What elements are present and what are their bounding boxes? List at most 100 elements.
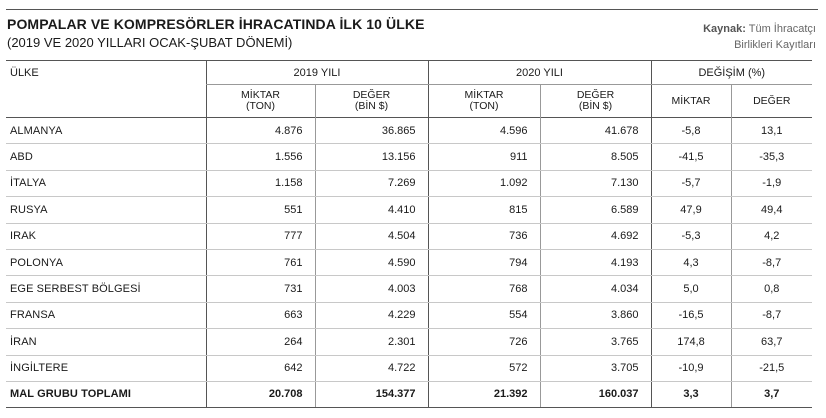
table-row: RUSYA 551 4.410 815 6.589 47,9 49,4 <box>6 196 812 224</box>
cell-deger-2020: 7.130 <box>539 170 651 198</box>
cell-miktar-2020: 768 <box>427 275 540 303</box>
cell-deger-2020: 41.678 <box>539 117 651 145</box>
cell-miktar-2020: 4.596 <box>427 117 540 145</box>
cell-change-miktar: -5,7 <box>650 170 731 198</box>
table-row: IRAK 777 4.504 736 4.692 -5,3 4,2 <box>6 223 812 250</box>
cell-deger-2019: 4.722 <box>314 355 428 382</box>
cell-country: İRAN <box>6 328 206 356</box>
cell-change-deger: 49,4 <box>730 196 812 224</box>
col-header-deger-2020-l2: (BİN $) <box>578 100 613 112</box>
cell-change-deger: -21,5 <box>730 355 812 382</box>
col-header-miktar-2019: MİKTAR (TON) <box>205 84 315 118</box>
col-header-miktar-2020: MİKTAR (TON) <box>427 84 540 118</box>
cell-deger-2019: 4.504 <box>314 223 428 250</box>
cell-miktar-2019: 731 <box>205 275 315 303</box>
cell-miktar-2020: 554 <box>427 302 540 330</box>
col-header-deger-2019-l2: (BİN $) <box>354 100 389 112</box>
cell-change-miktar: 4,3 <box>650 249 731 277</box>
col-header-miktar-2020-l1: MİKTAR <box>464 89 504 101</box>
col-header-change-miktar: MİKTAR <box>650 84 731 118</box>
col-header-deger-2019: DEĞER (BİN $) <box>314 84 428 118</box>
total-label: MAL GRUBU TOPLAMI <box>6 380 206 408</box>
page-title: POMPALAR VE KOMPRESÖRLER İHRACATINDA İLK… <box>7 16 425 32</box>
cell-country: İNGİLTERE <box>6 355 206 382</box>
cell-miktar-2019: 551 <box>205 196 315 224</box>
cell-deger-2019: 2.301 <box>314 328 428 356</box>
cell-deger-2019: 4.003 <box>314 275 428 303</box>
col-header-miktar-2019-l2: (TON) <box>246 100 275 112</box>
cell-change-miktar: 47,9 <box>650 196 731 224</box>
col-header-deger-2020-l1: DEĞER <box>576 89 615 101</box>
col-header-miktar-2019-l1: MİKTAR <box>241 89 280 101</box>
cell-country: IRAK <box>6 223 206 250</box>
group-header-2019: 2019 YILI <box>205 60 428 85</box>
cell-deger-2020: 3.765 <box>539 328 651 356</box>
cell-miktar-2019: 1.158 <box>205 170 315 198</box>
cell-deger-2020: 6.589 <box>539 196 651 224</box>
group-header-2020: 2020 YILI <box>427 60 651 85</box>
total-change-deger: 3,7 <box>730 380 812 408</box>
cell-deger-2019: 13.156 <box>314 143 428 171</box>
cell-miktar-2019: 1.556 <box>205 143 315 171</box>
table-row: İRAN 264 2.301 726 3.765 174,8 63,7 <box>6 328 812 356</box>
cell-deger-2019: 4.410 <box>314 196 428 224</box>
total-row: MAL GRUBU TOPLAMI 20.708 154.377 21.392 … <box>6 380 812 408</box>
cell-country: POLONYA <box>6 249 206 277</box>
cell-country: ABD <box>6 143 206 171</box>
col-header-deger-2019-l1: DEĞER <box>352 89 391 101</box>
table-row: POLONYA 761 4.590 794 4.193 4,3 -8,7 <box>6 249 812 277</box>
cell-change-deger: 13,1 <box>730 117 812 145</box>
cell-deger-2019: 4.229 <box>314 302 428 330</box>
cell-change-miktar: -16,5 <box>650 302 731 330</box>
cell-miktar-2020: 815 <box>427 196 540 224</box>
cell-miktar-2019: 264 <box>205 328 315 356</box>
col-header-miktar-2020-l2: (TON) <box>469 100 499 112</box>
cell-deger-2020: 4.193 <box>539 249 651 277</box>
group-header-change: DEĞİŞİM (%) <box>650 60 812 85</box>
cell-deger-2020: 8.505 <box>539 143 651 171</box>
table-row: ABD 1.556 13.156 911 8.505 -41,5 -35,3 <box>6 143 812 171</box>
source-label: Kaynak: <box>703 23 746 35</box>
top-rule <box>6 9 818 10</box>
cell-change-deger: -8,7 <box>730 249 812 277</box>
cell-change-deger: 4,2 <box>730 223 812 250</box>
table-row: ALMANYA 4.876 36.865 4.596 41.678 -5,8 13,1 <box>6 117 812 145</box>
cell-deger-2019: 4.590 <box>314 249 428 277</box>
total-deger-2019: 154.377 <box>314 380 428 408</box>
cell-country: FRANSA <box>6 302 206 330</box>
total-deger-2020: 160.037 <box>539 380 651 408</box>
export-table: ÜLKE 2019 YILI 2020 YILI DEĞİŞİM (%) MİK… <box>6 60 812 408</box>
cell-country: ALMANYA <box>6 117 206 145</box>
total-miktar-2020: 21.392 <box>427 380 540 408</box>
cell-change-deger: -35,3 <box>730 143 812 171</box>
cell-change-deger: 63,7 <box>730 328 812 356</box>
table-header-row-sub: MİKTAR (TON) DEĞER (BİN $) MİKTAR (TON) … <box>6 84 812 118</box>
cell-deger-2020: 3.705 <box>539 355 651 382</box>
total-change-miktar: 3,3 <box>650 380 731 408</box>
cell-change-miktar: 5,0 <box>650 275 731 303</box>
cell-deger-2020: 4.034 <box>539 275 651 303</box>
cell-country: İTALYA <box>6 170 206 198</box>
cell-country: EGE SERBEST BÖLGESİ <box>6 275 206 303</box>
source-text-line2: Birlikleri Kayıtları <box>734 39 816 51</box>
table-row: İTALYA 1.158 7.269 1.092 7.130 -5,7 -1,9 <box>6 170 812 198</box>
cell-deger-2020: 4.692 <box>539 223 651 250</box>
cell-miktar-2020: 726 <box>427 328 540 356</box>
source-text-line1: Tüm İhracatçı <box>748 23 816 35</box>
cell-change-miktar: -5,3 <box>650 223 731 250</box>
cell-miktar-2020: 736 <box>427 223 540 250</box>
table-row: FRANSA 663 4.229 554 3.860 -16,5 -8,7 <box>6 302 812 330</box>
col-header-change-deger: DEĞER <box>730 84 812 118</box>
cell-miktar-2020: 1.092 <box>427 170 540 198</box>
cell-change-deger: 0,8 <box>730 275 812 303</box>
cell-deger-2019: 7.269 <box>314 170 428 198</box>
cell-miktar-2020: 794 <box>427 249 540 277</box>
table-row: EGE SERBEST BÖLGESİ 731 4.003 768 4.034 5,0 0,… <box>6 275 812 303</box>
source-note: Kaynak: Tüm İhracatçı Birlikleri Kayıtla… <box>703 21 816 53</box>
cell-deger-2020: 3.860 <box>539 302 651 330</box>
table-row: İNGİLTERE 642 4.722 572 3.705 -10,9 -21,5 <box>6 355 812 382</box>
cell-miktar-2020: 911 <box>427 143 540 171</box>
cell-miktar-2019: 761 <box>205 249 315 277</box>
cell-change-deger: -8,7 <box>730 302 812 330</box>
cell-change-miktar: -5,8 <box>650 117 731 145</box>
